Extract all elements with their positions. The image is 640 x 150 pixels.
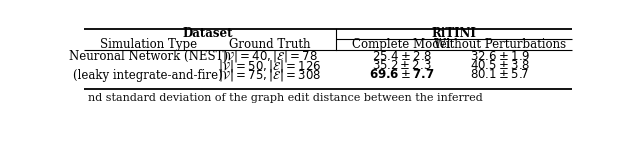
Text: RiTINI: RiTINI xyxy=(431,27,476,40)
Text: $32.6 \pm 1.9$: $32.6 \pm 1.9$ xyxy=(470,50,531,63)
Text: Complete Model: Complete Model xyxy=(353,38,451,51)
Text: $25.4 \pm 2.8$: $25.4 \pm 2.8$ xyxy=(372,50,431,63)
Text: $|\mathcal{V}| = 50, |\mathcal{E}| = 126$: $|\mathcal{V}| = 50, |\mathcal{E}| = 126… xyxy=(218,58,321,74)
Text: Without Perturbations: Without Perturbations xyxy=(434,38,566,51)
Text: Ground Truth: Ground Truth xyxy=(229,38,310,51)
Text: $|\mathcal{V}| = 40, |\mathcal{E}| = 78$: $|\mathcal{V}| = 40, |\mathcal{E}| = 78$ xyxy=(222,48,317,64)
Text: $80.1 \pm 5.7$: $80.1 \pm 5.7$ xyxy=(470,69,530,81)
Text: Simulation Type: Simulation Type xyxy=(100,38,196,51)
Text: $\mathbf{69.6} \pm \mathbf{7.7}$: $\mathbf{69.6} \pm \mathbf{7.7}$ xyxy=(369,69,435,81)
Text: $40.5 \pm 3.8$: $40.5 \pm 3.8$ xyxy=(470,59,530,72)
Text: $|\mathcal{V}| = 75, |\mathcal{E}| = 308$: $|\mathcal{V}| = 75, |\mathcal{E}| = 308… xyxy=(218,67,321,83)
Text: nd standard deviation of the graph edit distance between the inferred: nd standard deviation of the graph edit … xyxy=(88,93,483,103)
Text: Neuronal Network (NEST)
(leaky integrate-and-fire): Neuronal Network (NEST) (leaky integrate… xyxy=(68,50,228,82)
Text: Dataset: Dataset xyxy=(182,27,233,40)
Text: $35.2 \pm 2.3$: $35.2 \pm 2.3$ xyxy=(372,59,431,72)
